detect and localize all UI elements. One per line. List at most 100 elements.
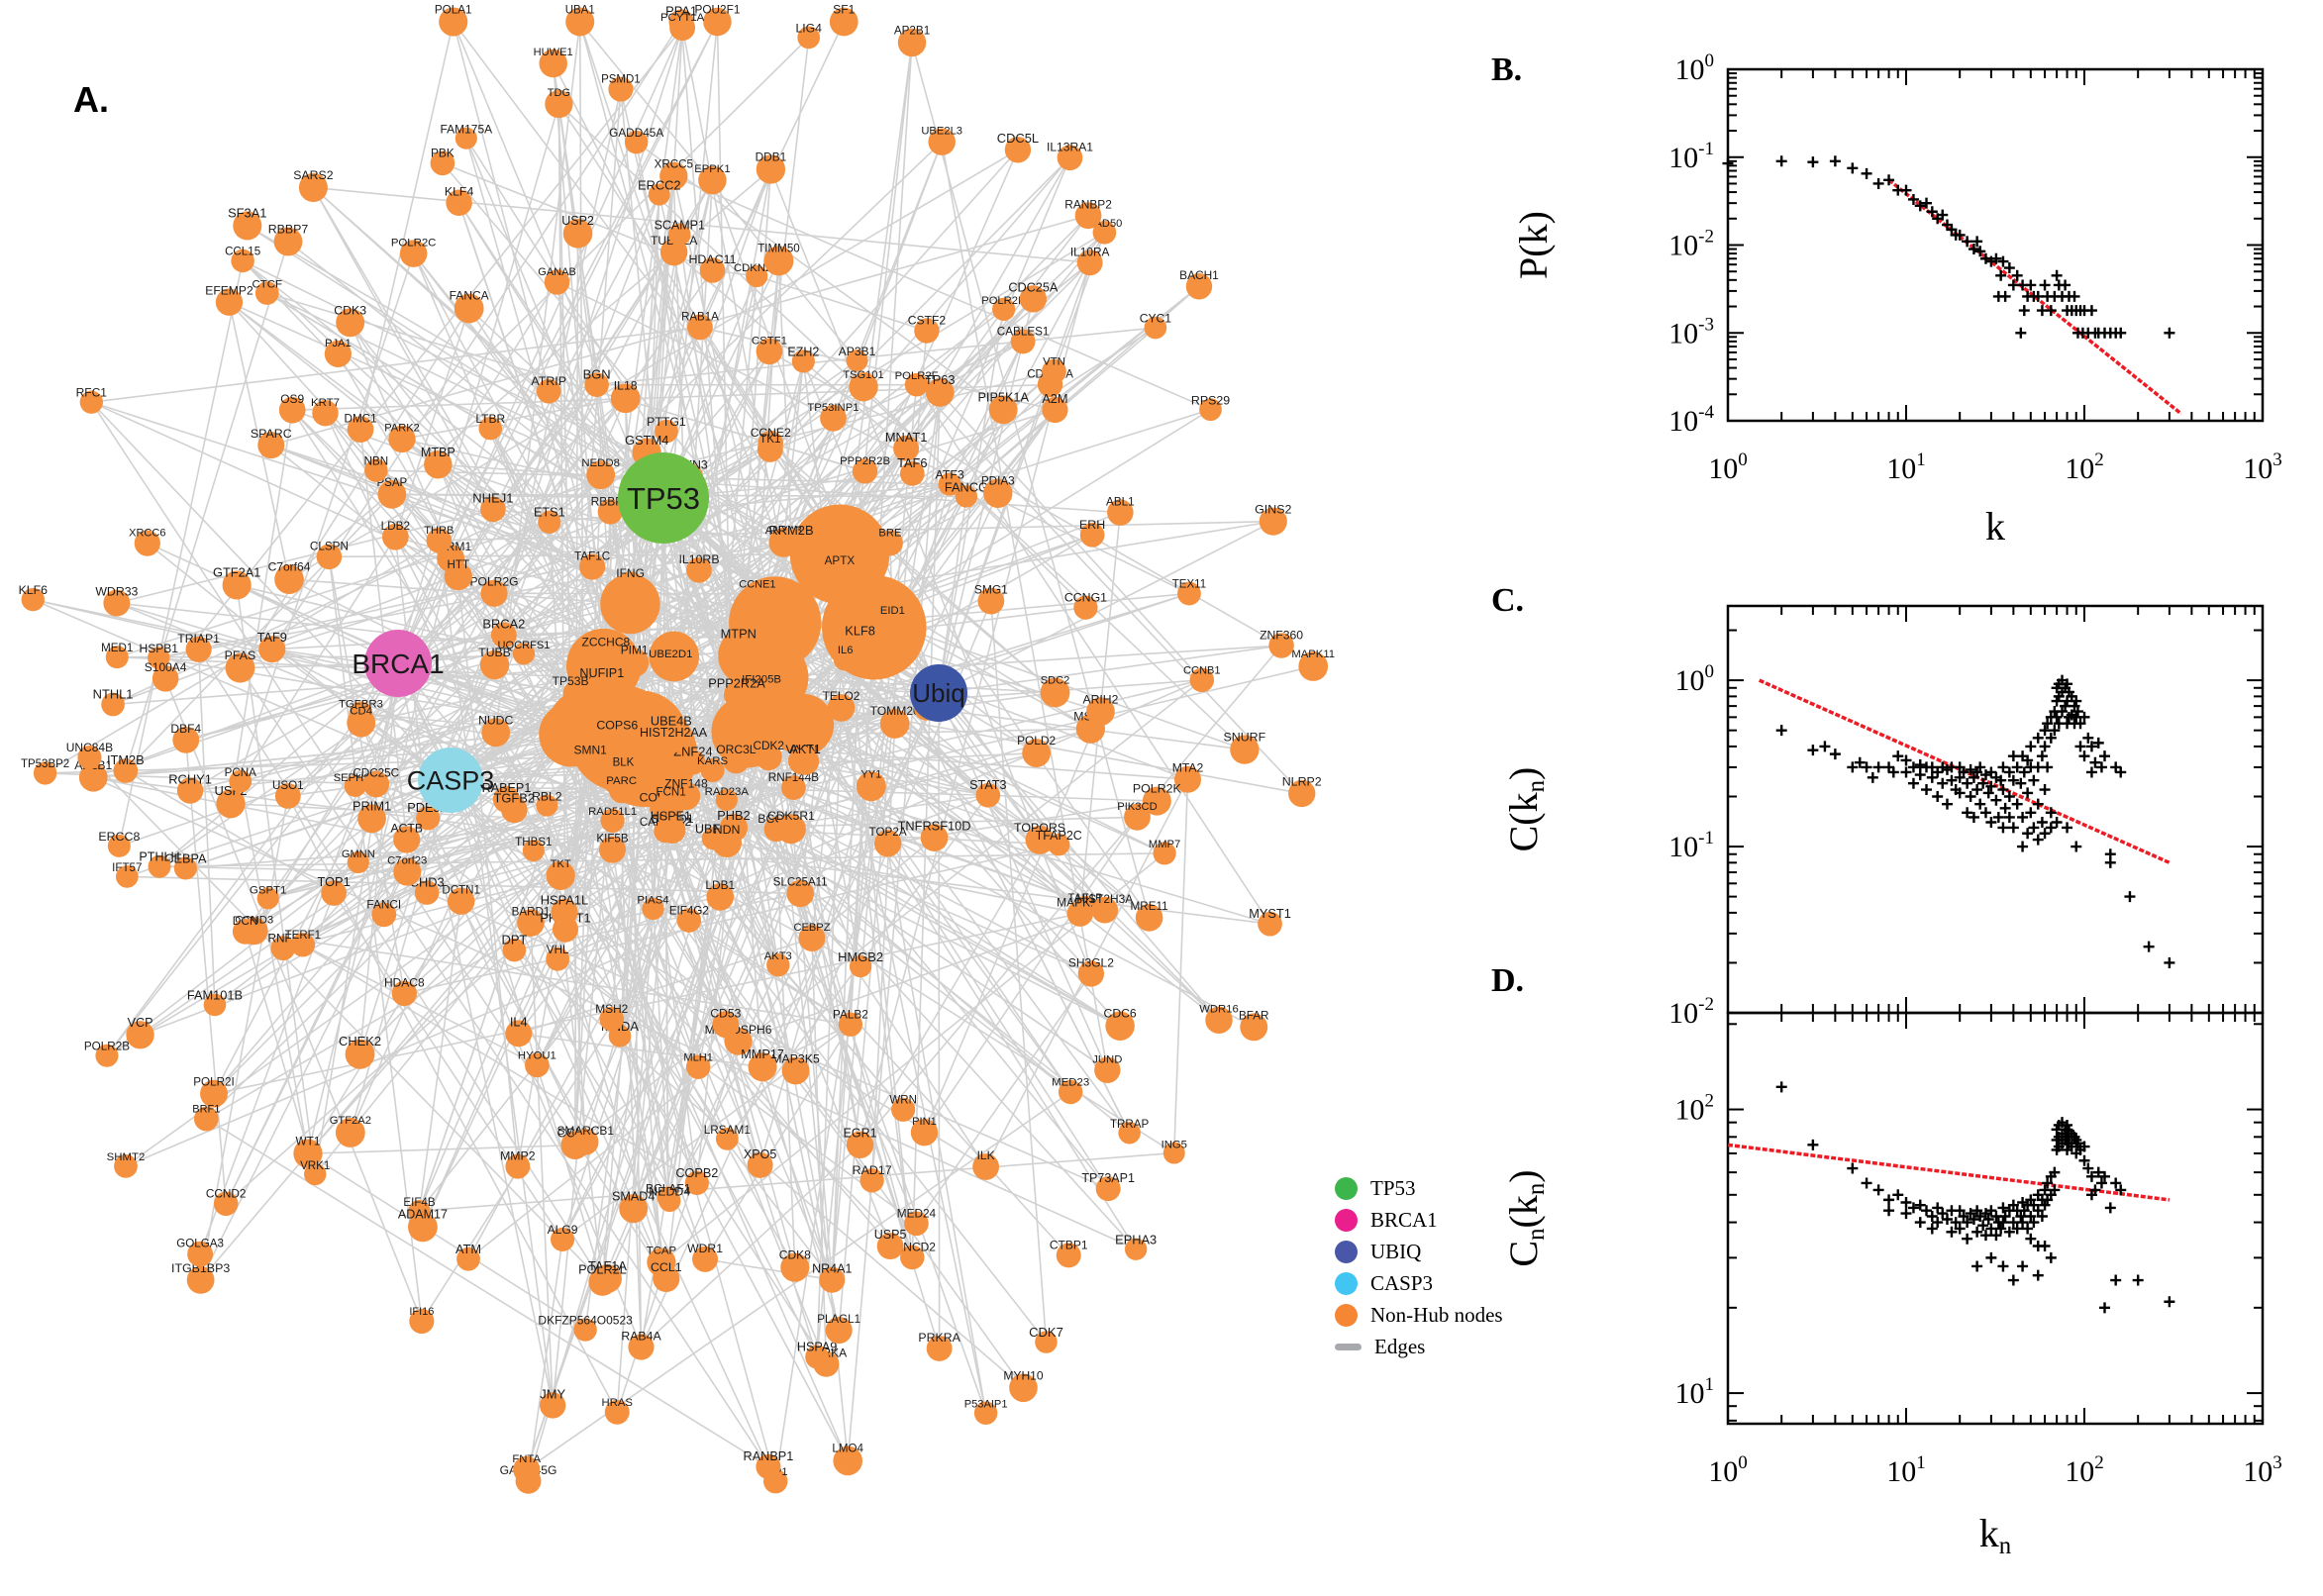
network-edge	[673, 175, 1211, 411]
network-node	[573, 1318, 597, 1342]
network-node-label: LDB2	[381, 519, 411, 533]
network-node-label: BARD1	[512, 905, 551, 918]
network-node	[1205, 1006, 1233, 1035]
network-node	[584, 372, 609, 397]
network-edge	[774, 392, 942, 1482]
network-node-label: TP53INP1	[807, 402, 858, 414]
network-node-label: CLSPN	[310, 541, 349, 553]
network-node-label: NUFIP1	[579, 666, 624, 680]
data-point	[1971, 784, 1983, 796]
network-edge	[116, 370, 1055, 604]
network-node	[105, 646, 129, 669]
network-node	[1142, 786, 1171, 816]
network-edge	[938, 692, 1220, 1021]
network-node-label: TP53BP2	[21, 758, 69, 770]
network-edge	[915, 973, 1092, 1225]
network-node-label: NEDD4	[649, 1185, 690, 1199]
network-node	[134, 530, 160, 556]
axis-label: C(kn​)	[1501, 767, 1550, 852]
network-node	[1042, 396, 1068, 424]
network-node	[216, 789, 246, 819]
network-node-label: ABL1	[1106, 495, 1135, 508]
network-node-label: GANAB	[538, 266, 576, 278]
tick-label: 100	[1708, 449, 1748, 485]
network-edge	[839, 149, 1019, 555]
network-node-label: SNURF	[1224, 731, 1266, 745]
network-node	[876, 530, 903, 556]
network-node	[107, 834, 131, 857]
network-node	[856, 771, 886, 802]
network-node	[873, 830, 902, 857]
network-node	[599, 1006, 625, 1032]
network-node-label: SMARCB1	[556, 1124, 614, 1138]
data-point	[2032, 798, 2044, 810]
network-edge	[578, 21, 776, 624]
network-node-label: TGFBR3	[339, 698, 383, 710]
axis-ticks	[1727, 606, 2264, 1014]
network-node	[746, 264, 768, 288]
network-node	[480, 579, 508, 607]
network-node-label: ADAM17	[398, 1207, 448, 1221]
network-node	[938, 472, 961, 496]
network-node	[1056, 1243, 1081, 1268]
tick-label: 102	[2065, 449, 2104, 485]
network-node-label: MSH2	[595, 1002, 628, 1016]
network-node-label: SHMT2	[107, 1151, 146, 1163]
network-node	[1105, 1011, 1135, 1042]
network-node	[833, 1446, 863, 1476]
network-node-label: TKT	[551, 858, 571, 870]
network-node-label: THBS1	[515, 836, 552, 848]
tick-label: 100	[1675, 661, 1715, 697]
network-node-label: WRN	[889, 1095, 916, 1107]
network-node	[426, 528, 453, 553]
network-node	[686, 314, 713, 341]
network-node	[579, 553, 606, 580]
network-node-label: TAF6	[897, 455, 927, 470]
network-node	[222, 570, 252, 600]
network-edge	[662, 497, 1121, 1027]
network-node-label: RAB4A	[621, 1329, 661, 1343]
network-node-label: VTN	[1043, 356, 1065, 368]
tick-label: 10-2	[1668, 227, 1714, 262]
data-point	[2132, 1274, 2144, 1286]
network-edge	[125, 241, 289, 771]
data-point	[1926, 1211, 1938, 1222]
data-point	[1847, 1162, 1859, 1174]
network-node-label: EPHA3	[1115, 1233, 1157, 1247]
network-node-label: BACH1	[1179, 268, 1219, 282]
network-node	[1091, 896, 1119, 924]
network-node	[446, 189, 472, 217]
network-node-label: BLK	[613, 756, 635, 768]
network-node	[1022, 739, 1051, 767]
data-point	[2032, 761, 2044, 773]
network-node	[973, 1401, 998, 1425]
network-node	[479, 649, 510, 680]
network-node-label: VCP	[128, 1016, 153, 1030]
network-node	[103, 589, 131, 617]
data-point	[1999, 290, 2011, 302]
network-node-label: ARIH2	[1082, 692, 1118, 706]
tick-label: 101	[1675, 1374, 1715, 1410]
network-node-label: GMNN	[342, 848, 375, 860]
network-node-label: CDC5L	[997, 131, 1039, 146]
network-node	[274, 783, 301, 809]
network-node	[777, 528, 805, 555]
data-point	[2025, 1233, 2037, 1245]
network-node	[899, 460, 925, 486]
network-edge	[673, 251, 907, 449]
data-point	[2074, 741, 2086, 752]
tick-label: 100	[1708, 1452, 1748, 1488]
data-point	[2085, 305, 2097, 317]
network-node-label: TOMM20	[870, 704, 920, 718]
network-node	[501, 796, 528, 824]
network-node-label: NHEJ1	[472, 491, 513, 506]
network-node	[1288, 779, 1316, 808]
data-point	[1926, 1223, 1938, 1235]
network-node	[619, 1194, 649, 1224]
data-point	[1892, 1189, 1904, 1201]
network-node-label: ATF3	[936, 468, 964, 482]
network-edge	[692, 761, 1137, 1250]
network-node	[126, 1021, 154, 1049]
network-node-label: MMP17	[741, 1047, 784, 1061]
